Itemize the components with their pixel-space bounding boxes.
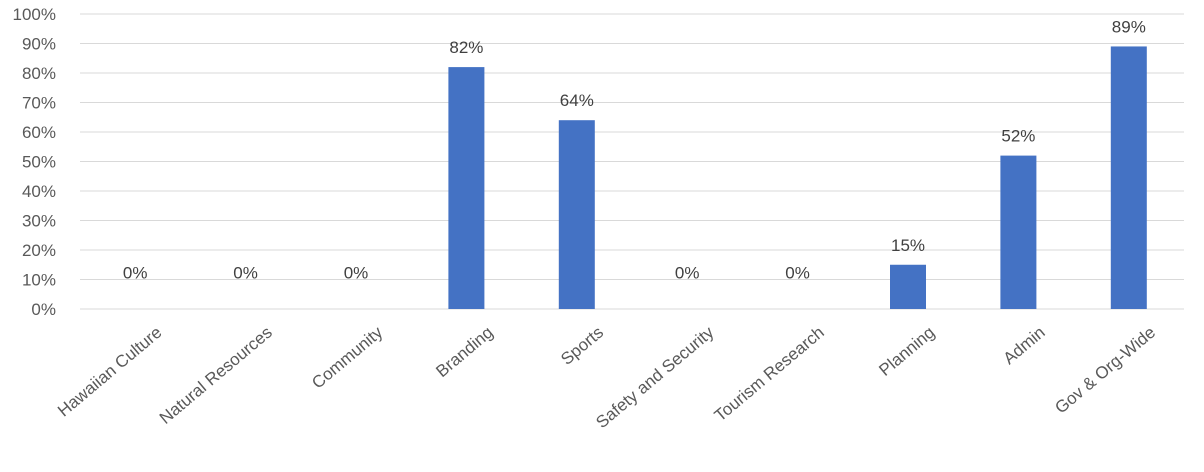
x-category-label: Branding bbox=[432, 323, 496, 381]
x-category-label: Admin bbox=[1000, 323, 1049, 369]
y-tick-label: 80% bbox=[22, 64, 56, 83]
data-label: 0% bbox=[233, 264, 258, 283]
data-label: 82% bbox=[449, 38, 483, 57]
data-label: 0% bbox=[344, 264, 369, 283]
y-tick-label: 100% bbox=[13, 5, 56, 24]
y-tick-label: 30% bbox=[22, 212, 56, 231]
x-category-label: Community bbox=[308, 322, 386, 392]
data-label: 64% bbox=[560, 91, 594, 110]
y-tick-label: 10% bbox=[22, 271, 56, 290]
bar bbox=[558, 120, 595, 309]
y-tick-label: 40% bbox=[22, 182, 56, 201]
data-label: 89% bbox=[1112, 17, 1146, 36]
bar bbox=[448, 67, 485, 309]
x-category-label: Natural Resources bbox=[156, 323, 276, 428]
gridlines bbox=[80, 13, 1184, 310]
x-category-label: Sports bbox=[557, 323, 607, 369]
x-category-label: Hawaiian Culture bbox=[54, 323, 165, 421]
data-label: 52% bbox=[1001, 127, 1035, 146]
data-label: 0% bbox=[123, 264, 148, 283]
y-axis-ticks: 0% 10% 20% 30% 40% 50% 60% 70% 80% 90% 100% bbox=[13, 5, 56, 319]
bar bbox=[890, 264, 926, 309]
x-category-label: Planning bbox=[875, 323, 938, 380]
y-tick-label: 70% bbox=[22, 94, 56, 113]
y-tick-label: 0% bbox=[31, 300, 56, 319]
data-label: 0% bbox=[785, 264, 810, 283]
x-category-label: Tourism Research bbox=[711, 323, 828, 426]
data-label: 0% bbox=[675, 264, 700, 283]
y-tick-label: 50% bbox=[22, 153, 56, 172]
bars bbox=[448, 46, 1147, 309]
y-tick-label: 60% bbox=[22, 123, 56, 142]
y-tick-label: 90% bbox=[22, 35, 56, 54]
data-label: 15% bbox=[891, 236, 925, 255]
data-labels: 0% 0% 0% 82% 64% 0% 0% 15% 52% 89% bbox=[123, 17, 1146, 282]
bar bbox=[1000, 155, 1037, 309]
x-category-label: Gov & Org-Wide bbox=[1051, 323, 1159, 418]
y-tick-label: 20% bbox=[22, 241, 56, 260]
bar bbox=[1110, 46, 1147, 309]
x-category-label: Safety and Security bbox=[592, 322, 718, 432]
